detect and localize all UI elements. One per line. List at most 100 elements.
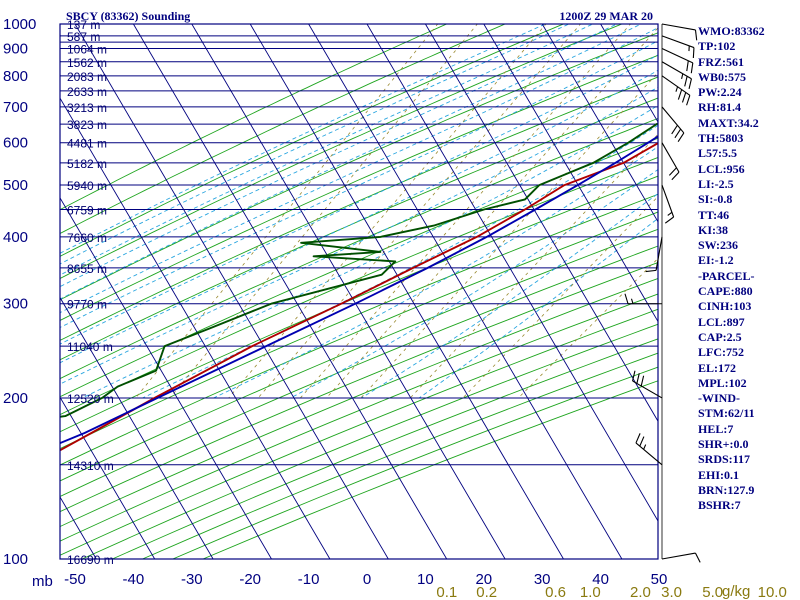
- dry-adiabat-line: [81, 323, 658, 559]
- mixing-ratio-tick-label: 10.0: [758, 584, 787, 600]
- index-item: CAPE:880: [698, 284, 753, 299]
- pressure-tick-label: 800: [3, 68, 28, 85]
- wind-barb: [661, 184, 675, 224]
- moist-adiabat-line: [60, 24, 618, 288]
- dry-adiabat-line: [60, 24, 624, 279]
- height-label: 6759 m: [67, 204, 107, 218]
- plot-frame: [59, 23, 659, 560]
- wind-barb: [661, 75, 691, 106]
- mixing-ratio-lines: [135, 24, 658, 399]
- wind-barb: [661, 35, 695, 59]
- dry-adiabat-line: [60, 211, 658, 466]
- index-item: MAXT:34.2: [698, 115, 759, 130]
- index-item: EHI:0.1: [698, 467, 740, 482]
- isobars: [60, 23, 658, 560]
- wind-barb: [661, 23, 698, 41]
- index-item: BRN:127.9: [698, 482, 755, 497]
- temperature-tick-label: -40: [123, 571, 145, 588]
- index-item: BSHR:7: [698, 498, 741, 513]
- index-item: PW:2.24: [698, 85, 742, 100]
- index-item: TP:102: [698, 39, 736, 54]
- dry-adiabat-line: [60, 277, 658, 528]
- parcel-profile-line: [60, 135, 658, 445]
- isotherm-line: [541, 24, 658, 223]
- height-label: 8655 m: [67, 262, 107, 276]
- height-label: 587 m: [67, 30, 100, 44]
- dry-adiabat-line: [60, 245, 658, 497]
- temperature-tick-label: 20: [475, 571, 492, 588]
- pressure-tick-label: 100: [3, 551, 28, 568]
- index-item: LCL:956: [698, 161, 745, 176]
- mixing-ratio-line: [300, 24, 632, 399]
- height-label: 12520 m: [67, 392, 114, 406]
- isotherm-line: [600, 24, 658, 123]
- temperature-tick-label: -20: [239, 571, 261, 588]
- temperature-tick-label: -10: [298, 571, 320, 588]
- index-item: LFC:752: [698, 345, 744, 360]
- height-label: 3213 m: [67, 101, 107, 115]
- dry-adiabat-line: [60, 76, 658, 341]
- index-item: SW:236: [698, 238, 739, 253]
- mixing-ratio-tick-label: 1.0: [580, 584, 601, 600]
- pressure-tick-label: 1000: [3, 16, 36, 33]
- temperature-tick-label: 30: [534, 571, 551, 588]
- moist-adiabat-line: [60, 86, 658, 385]
- wind-barb: [661, 106, 685, 142]
- temperature-tick-label: 50: [651, 571, 668, 588]
- moist-adiabat-line: [60, 54, 658, 345]
- sounding-time: 1200Z 29 MAR 20: [559, 9, 653, 23]
- moist-adiabat-line: [60, 24, 547, 254]
- mixing-ratio-tick-label: 5.0: [702, 584, 723, 600]
- moist-adiabat-line: [142, 124, 658, 399]
- isotherm-line: [249, 24, 564, 559]
- mixing-ratio-unit-label: g/kg: [722, 583, 750, 600]
- mixing-ratio-tick-label: 0.6: [545, 584, 566, 600]
- isotherm-line: [191, 24, 506, 559]
- moist-adiabat-line: [361, 192, 658, 399]
- index-item: WB0:575: [698, 69, 746, 84]
- wind-barb: [635, 433, 663, 466]
- pressure-tick-label: 700: [3, 99, 28, 116]
- mixing-ratio-line: [257, 24, 582, 399]
- index-item: CAP:2.5: [698, 329, 742, 344]
- height-label: 137 m: [67, 18, 100, 32]
- index-item: RH:81.4: [698, 100, 741, 115]
- height-label: 1562 m: [67, 56, 107, 70]
- dry-adiabat-line: [60, 261, 658, 513]
- index-item: SRDS:117: [698, 452, 751, 467]
- mixing-ratio-line: [360, 71, 658, 399]
- height-label: 11040 m: [67, 340, 113, 354]
- height-label: 14310 m: [67, 459, 114, 473]
- mixing-ratio-line: [169, 24, 478, 399]
- height-label: 16690 m: [67, 553, 114, 567]
- index-item: CINH:103: [698, 299, 752, 314]
- pressure-tick-label: 900: [3, 40, 28, 57]
- temperature-tick-label: -30: [181, 571, 203, 588]
- index-item: EI:-1.2: [698, 253, 734, 268]
- index-item: SI:-0.8: [698, 192, 733, 207]
- index-item: SHR+:0.0: [698, 437, 749, 452]
- index-item: -PARCEL-: [698, 268, 755, 283]
- isotherm-line: [60, 296, 214, 559]
- sounding-indices-panel: WMO:83362 TP:102 FRZ:561 WB0:575 PW:2.24 RH:8…: [698, 24, 798, 514]
- sounding-profiles: [60, 122, 658, 452]
- moist-adiabat-line: [60, 69, 658, 364]
- index-item: EL:172: [698, 360, 737, 375]
- index-item: LI:-2.5: [698, 176, 734, 191]
- index-item: TT:46: [698, 207, 730, 222]
- index-item: -WIND-: [698, 391, 740, 406]
- wind-barb: [661, 552, 701, 563]
- isotherm-line: [74, 24, 389, 559]
- index-item: L57:5.5: [698, 146, 737, 161]
- isotherm-line: [425, 24, 658, 423]
- pressure-tick-label: 500: [3, 177, 28, 194]
- index-item: HEL:7: [698, 421, 734, 436]
- dry-adiabat-line: [60, 24, 507, 235]
- moist-adiabat-line: [60, 27, 658, 314]
- isotherm-line: [366, 24, 658, 522]
- dry-adiabat-line: [60, 24, 448, 211]
- mixing-ratio-tick-label: 0.1: [436, 584, 457, 600]
- pressure-tick-label: 200: [3, 390, 28, 407]
